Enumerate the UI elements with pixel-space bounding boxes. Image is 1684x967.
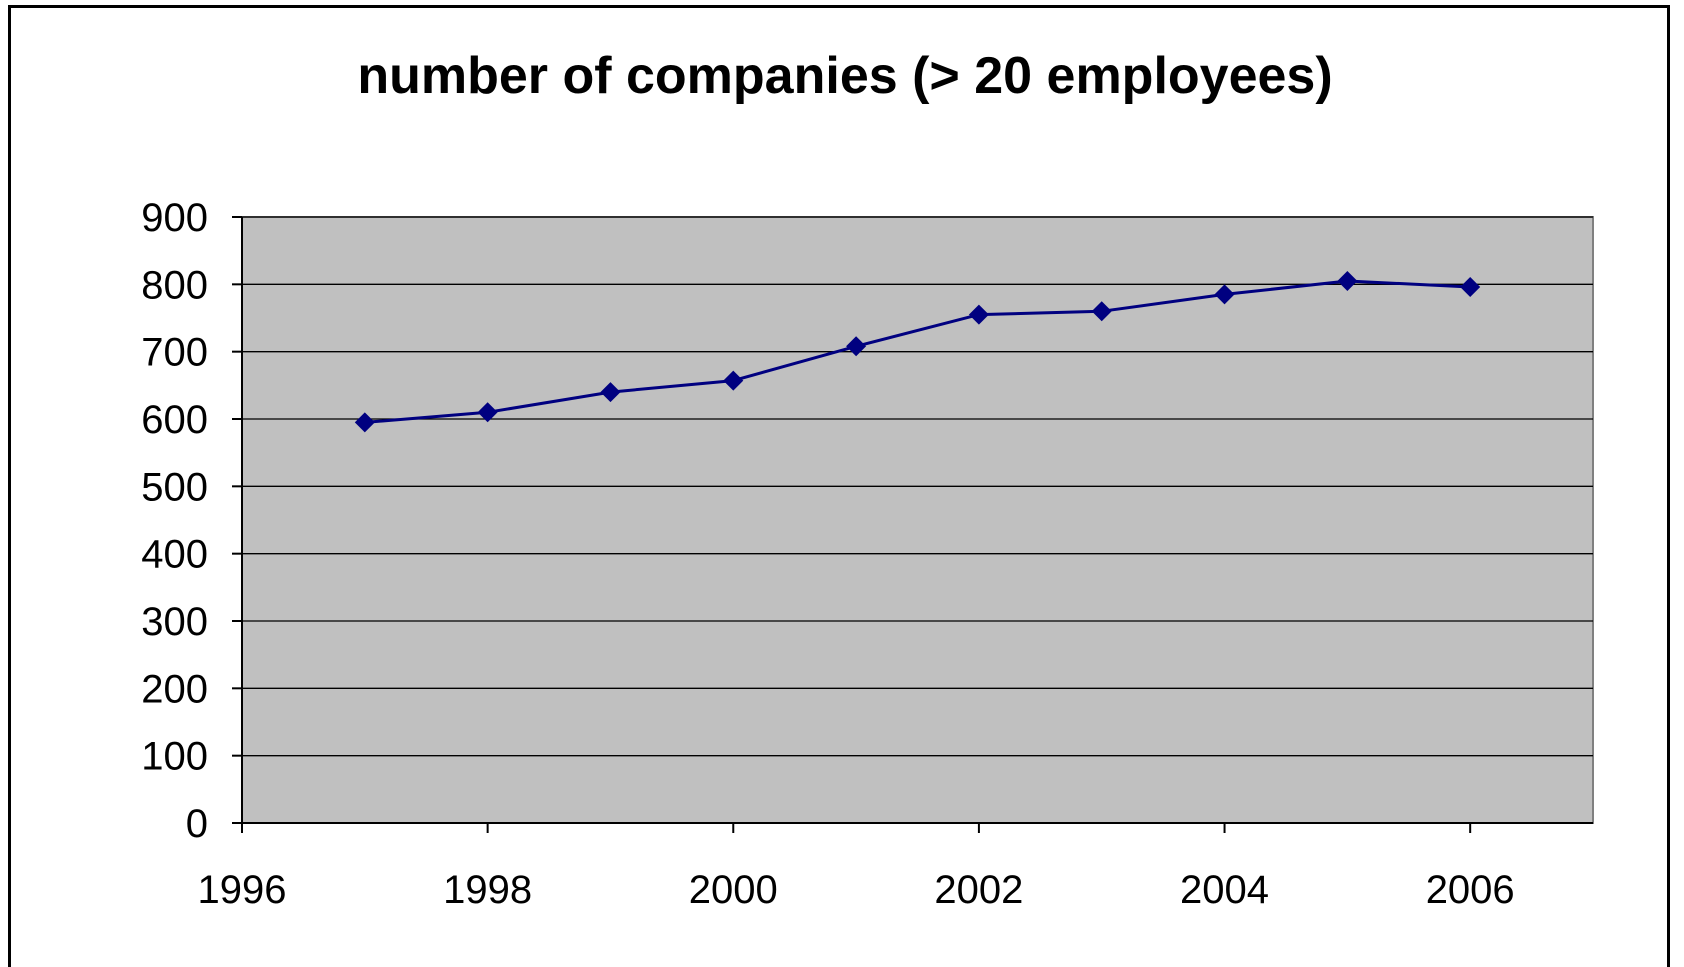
axes: 0 100 200 300 400 500 600 700 800 900 1996 1998 2000… bbox=[141, 196, 1593, 912]
plot-area bbox=[241, 216, 1594, 824]
y-tick-label: 800 bbox=[141, 263, 208, 307]
data-point-marker bbox=[846, 336, 867, 357]
y-tick-label: 700 bbox=[141, 331, 208, 375]
data-point-marker bbox=[354, 412, 375, 433]
gridlines bbox=[242, 216, 1593, 757]
y-tick-label: 0 bbox=[186, 802, 208, 846]
y-tick-label: 900 bbox=[141, 196, 208, 240]
x-tick-label: 2006 bbox=[1426, 868, 1515, 912]
x-tick-label: 2000 bbox=[689, 868, 778, 912]
data-point-marker bbox=[600, 382, 621, 403]
data-point-marker bbox=[1460, 277, 1481, 298]
x-tick-label: 1996 bbox=[198, 868, 287, 912]
series-line bbox=[364, 279, 1471, 424]
y-tick-label: 200 bbox=[141, 667, 208, 711]
data-point-marker bbox=[1337, 270, 1358, 291]
data-point-marker bbox=[968, 304, 989, 325]
y-tick-label: 300 bbox=[141, 600, 208, 644]
data-point-marker bbox=[477, 402, 498, 423]
data-point-marker bbox=[1214, 284, 1235, 305]
x-tick-label: 2004 bbox=[1180, 868, 1269, 912]
x-tick-label: 1998 bbox=[443, 868, 532, 912]
x-tick-label: 2002 bbox=[934, 868, 1023, 912]
y-tick-label: 500 bbox=[141, 465, 208, 509]
data-point-marker bbox=[1091, 301, 1112, 322]
y-tick-label: 400 bbox=[141, 533, 208, 577]
data-point-marker bbox=[723, 370, 744, 391]
series bbox=[354, 270, 1481, 433]
y-tick-label: 600 bbox=[141, 398, 208, 442]
chart-title: number of companies (> 20 employees) bbox=[357, 47, 1332, 105]
y-tick-label: 100 bbox=[141, 735, 208, 779]
